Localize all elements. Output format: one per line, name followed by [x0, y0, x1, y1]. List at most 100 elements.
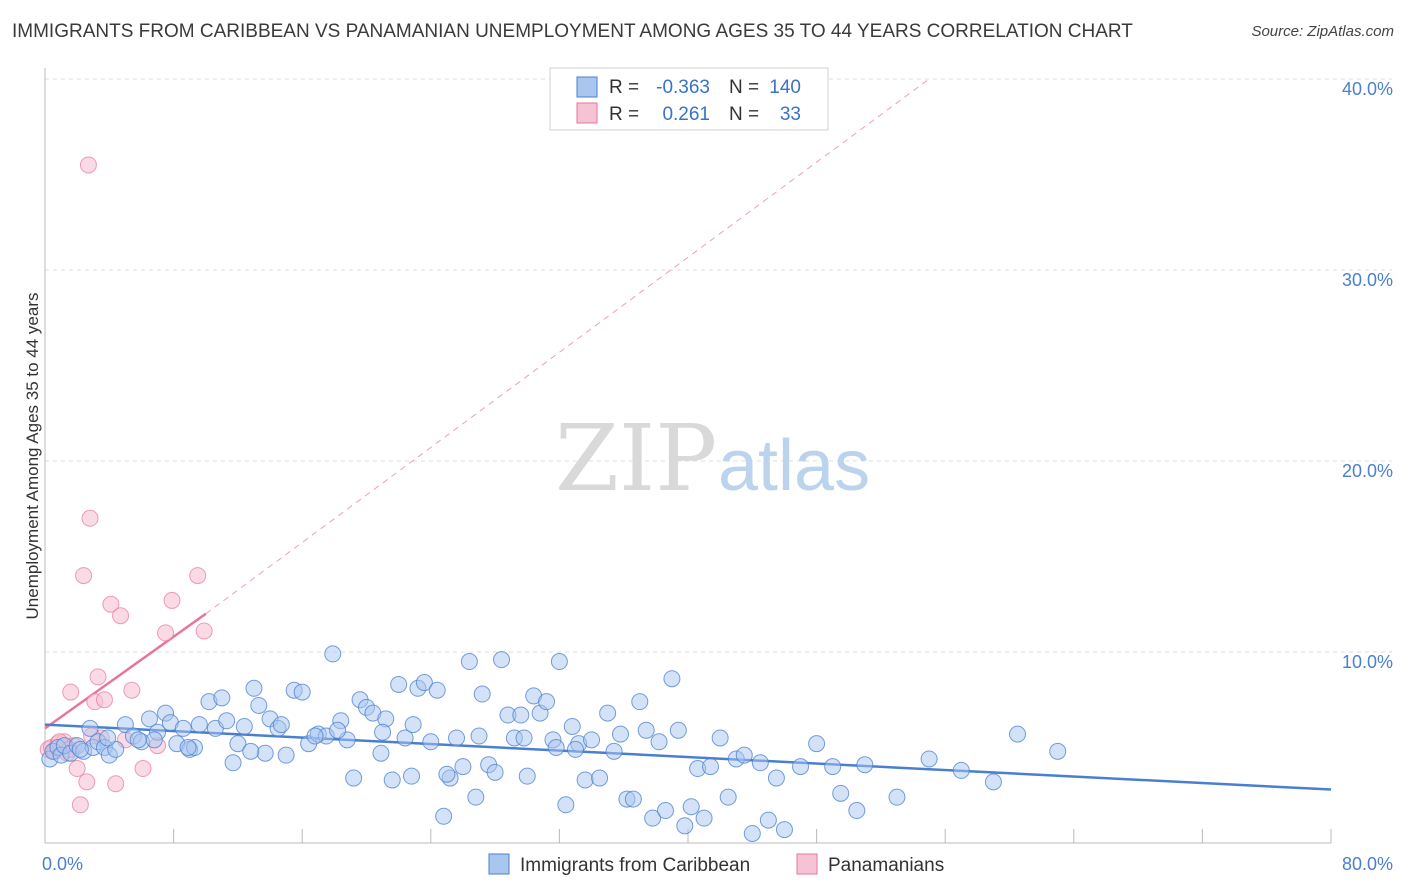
caribbean-point: [650, 733, 668, 751]
caribbean-point: [329, 721, 347, 739]
caribbean-point: [767, 769, 785, 787]
y-axis-title: Unemployment Among Ages 35 to 44 years: [23, 293, 42, 620]
caribbean-point: [611, 725, 629, 743]
caribbean-point: [682, 798, 700, 816]
legend-r-value-2: 0.261: [662, 104, 710, 125]
series-legend: Immigrants from Caribbean Panamanians: [488, 853, 944, 876]
caribbean-point: [493, 651, 511, 669]
caribbean-point: [486, 763, 504, 781]
caribbean-point: [140, 710, 158, 728]
caribbean-point: [428, 681, 446, 699]
caribbean-point: [435, 807, 453, 825]
caribbean-point: [515, 729, 533, 747]
legend-swatch-blue: [576, 76, 598, 98]
panamanians-point: [189, 567, 207, 585]
caribbean-point: [190, 716, 208, 734]
caribbean-point: [372, 744, 390, 762]
caribbean-point: [824, 758, 842, 776]
caribbean-point: [848, 802, 866, 820]
x-tick-labels: 0.0% 80.0%: [42, 854, 1393, 874]
y-tick-labels: 10.0% 20.0% 30.0% 40.0%: [1342, 79, 1393, 672]
legend-n-value-2: 33: [780, 104, 801, 125]
caribbean-point: [775, 821, 793, 839]
caribbean-point: [224, 754, 242, 772]
panamanians-point: [95, 691, 113, 709]
grid-lines: [45, 78, 1392, 653]
x-tick-label-min: 0.0%: [42, 854, 83, 874]
legend-n-label-1: N =: [729, 77, 759, 98]
caribbean-point: [213, 689, 231, 707]
source-label: Source: ZipAtlas.com: [1251, 23, 1394, 40]
axes: [44, 68, 1332, 844]
caribbean-point: [711, 729, 729, 747]
caribbean-point: [743, 824, 761, 842]
bottom-legend-caribbean: Immigrants from Caribbean: [520, 855, 750, 876]
panamanians-point: [89, 668, 107, 686]
caribbean-point: [550, 653, 568, 671]
panamanians-point: [163, 591, 181, 609]
panamanians-point: [134, 760, 152, 778]
caribbean-point: [99, 729, 117, 747]
panamanians-point: [107, 775, 125, 793]
caribbean-point: [81, 719, 99, 737]
chart-title: IMMIGRANTS FROM CARIBBEAN VS PANAMANIAN …: [12, 21, 1133, 42]
caribbean-point: [591, 769, 609, 787]
caribbean-point: [547, 739, 565, 756]
panamanians-point: [81, 509, 99, 527]
caribbean-point: [808, 735, 826, 753]
caribbean-point: [566, 740, 584, 758]
caribbean-point: [293, 683, 311, 701]
caribbean-point: [676, 817, 694, 835]
caribbean-point: [235, 717, 253, 735]
caribbean-point: [129, 731, 147, 749]
caribbean-point: [396, 729, 414, 747]
legend-n-value-1: 140: [769, 77, 801, 98]
legend-swatch-pink: [576, 102, 598, 124]
panamanians-point: [62, 683, 80, 701]
panamanians-point: [78, 773, 96, 791]
caribbean-point: [218, 712, 236, 730]
caribbean-point: [702, 758, 720, 776]
legend-r-label-2: R =: [609, 104, 639, 125]
caribbean-point: [179, 739, 197, 756]
watermark-zip: ZIP: [555, 405, 717, 512]
caribbean-point: [984, 773, 1002, 791]
caribbean-point: [438, 765, 456, 783]
panamanians-trend-line: [44, 612, 207, 730]
caribbean-point: [422, 733, 440, 751]
panamanians-point: [195, 622, 213, 640]
caribbean-trend-line: [44, 723, 1332, 791]
trend-lines: [44, 78, 1332, 791]
caribbean-point: [695, 809, 713, 827]
caribbean-point: [637, 721, 655, 739]
caribbean-point: [277, 746, 295, 764]
caribbean-point: [1049, 742, 1067, 760]
caribbean-point: [563, 717, 581, 735]
caribbean-point: [415, 674, 433, 692]
caribbean-point: [448, 729, 466, 747]
caribbean-point: [624, 790, 642, 808]
caribbean-point: [512, 706, 530, 724]
caribbean-point: [538, 693, 556, 711]
caribbean-point: [599, 704, 617, 722]
panamanians-point: [102, 595, 120, 613]
caribbean-point: [245, 679, 263, 697]
y-tick-label: 20.0%: [1342, 461, 1393, 481]
caribbean-point: [759, 811, 777, 829]
panamanians-point: [79, 156, 97, 174]
legend-r-label-1: R =: [609, 77, 639, 98]
legend-n-label-2: N =: [729, 104, 759, 125]
caribbean-point: [576, 771, 594, 789]
y-tick-label: 30.0%: [1342, 270, 1393, 290]
caribbean-point: [656, 802, 674, 820]
caribbean-point: [404, 716, 422, 734]
caribbean-point: [390, 675, 408, 693]
correlation-legend: R = -0.363 N = 140 R = 0.261 N = 33: [549, 67, 829, 131]
caribbean-point: [735, 746, 753, 764]
caribbean-point: [345, 769, 363, 787]
caribbean-point: [1009, 725, 1027, 743]
y-tick-label: 40.0%: [1342, 79, 1393, 99]
caribbean-point: [952, 761, 970, 779]
panamanians-point: [112, 607, 130, 625]
